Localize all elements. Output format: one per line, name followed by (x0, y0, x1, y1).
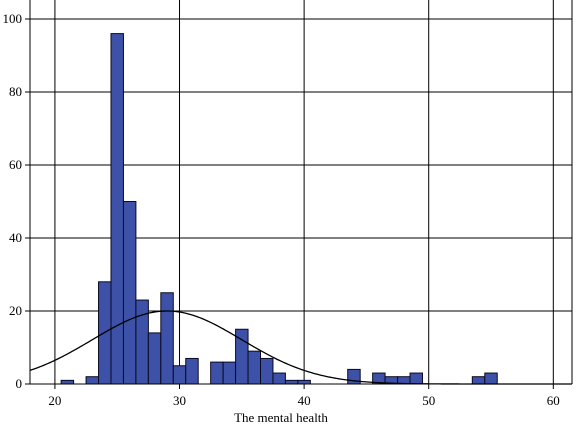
histogram-bar (135, 299, 149, 385)
histogram-bar (471, 376, 486, 385)
histogram-bar (247, 350, 262, 385)
histogram-bar (122, 201, 137, 385)
y-tick-label: 40 (9, 230, 22, 245)
y-tick-label: 80 (9, 84, 22, 99)
histogram-bars (60, 33, 498, 385)
histogram-bar (110, 33, 124, 385)
histogram-bar (172, 365, 187, 385)
histogram-bar (147, 332, 162, 385)
histogram-bar (160, 292, 174, 385)
histogram-bar (60, 379, 75, 385)
y-tick-label: 0 (16, 376, 23, 391)
histogram-bar (409, 372, 423, 385)
histogram-bar (222, 361, 237, 385)
axes: 0 20 40 60 80 100 20 30 40 50 60 (3, 0, 573, 408)
x-tick-label: 40 (298, 393, 311, 408)
y-tick-label: 100 (3, 11, 23, 26)
y-tick-label: 20 (9, 303, 22, 318)
x-tick-label: 20 (48, 393, 61, 408)
histogram-bar (85, 376, 100, 385)
histogram-bar (484, 372, 498, 385)
x-tick-label: 60 (547, 393, 560, 408)
histogram-bar (210, 361, 224, 385)
histogram-bar (272, 372, 286, 385)
x-tick-label: 50 (422, 393, 435, 408)
x-axis-label: The mental health (234, 410, 328, 425)
histogram-bar (284, 379, 299, 385)
histogram-bar (260, 357, 274, 385)
histogram-bar (185, 357, 199, 385)
histogram-bar (297, 379, 311, 385)
y-tick-label: 60 (9, 157, 22, 172)
x-tick-label: 30 (173, 393, 186, 408)
